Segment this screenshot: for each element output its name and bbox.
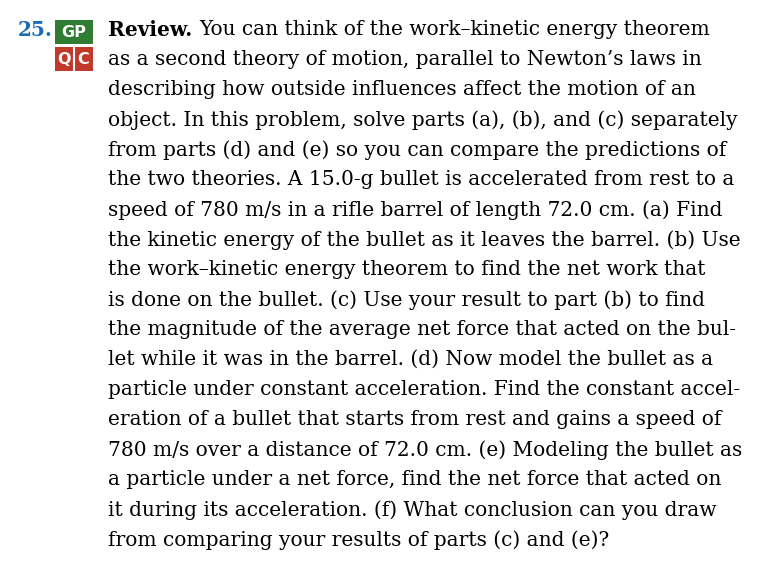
Text: describing how outside influences affect the motion of an: describing how outside influences affect… <box>108 80 696 99</box>
Text: let while it was in the barrel. (d) Now model the bullet as a: let while it was in the barrel. (d) Now … <box>108 350 713 369</box>
Text: C: C <box>78 52 89 67</box>
Text: a particle under a net force, find the net force that acted on: a particle under a net force, find the n… <box>108 470 721 489</box>
Text: 25.: 25. <box>18 20 53 40</box>
Text: 780 m/s over a distance of 72.0 cm. (e) Modeling the bullet as: 780 m/s over a distance of 72.0 cm. (e) … <box>108 440 742 460</box>
Text: the two theories. A 15.0-g bullet is accelerated from rest to a: the two theories. A 15.0-g bullet is acc… <box>108 170 734 189</box>
Text: Q: Q <box>58 52 71 67</box>
Text: it during its acceleration. (f) What conclusion can you draw: it during its acceleration. (f) What con… <box>108 500 716 519</box>
Text: eration of a bullet that starts from rest and gains a speed of: eration of a bullet that starts from res… <box>108 410 721 429</box>
Text: as a second theory of motion, parallel to Newton’s laws in: as a second theory of motion, parallel t… <box>108 50 702 69</box>
Text: speed of 780 m/s in a rifle barrel of length 72.0 cm. (a) Find: speed of 780 m/s in a rifle barrel of le… <box>108 200 723 220</box>
Text: particle under constant acceleration. Find the constant accel-: particle under constant acceleration. Fi… <box>108 380 740 399</box>
Text: the magnitude of the average net force that acted on the bul-: the magnitude of the average net force t… <box>108 320 736 339</box>
Text: object. In this problem, solve parts (a), (b), and (c) separately: object. In this problem, solve parts (a)… <box>108 110 738 130</box>
Text: You can think of the work–kinetic energy theorem: You can think of the work–kinetic energy… <box>199 20 710 39</box>
Text: is done on the bullet. (c) Use your result to part (b) to find: is done on the bullet. (c) Use your resu… <box>108 290 705 310</box>
Bar <box>55 48 93 72</box>
Text: from parts (d) and (e) so you can compare the predictions of: from parts (d) and (e) so you can compar… <box>108 140 727 160</box>
Text: Review.: Review. <box>108 20 199 40</box>
Text: from comparing your results of parts (c) and (e)?: from comparing your results of parts (c)… <box>108 530 609 549</box>
Text: the work–kinetic energy theorem to find the net work that: the work–kinetic energy theorem to find … <box>108 260 705 279</box>
Bar <box>55 21 93 45</box>
Text: the kinetic energy of the bullet as it leaves the barrel. (b) Use: the kinetic energy of the bullet as it l… <box>108 230 741 249</box>
Text: GP: GP <box>62 25 86 40</box>
